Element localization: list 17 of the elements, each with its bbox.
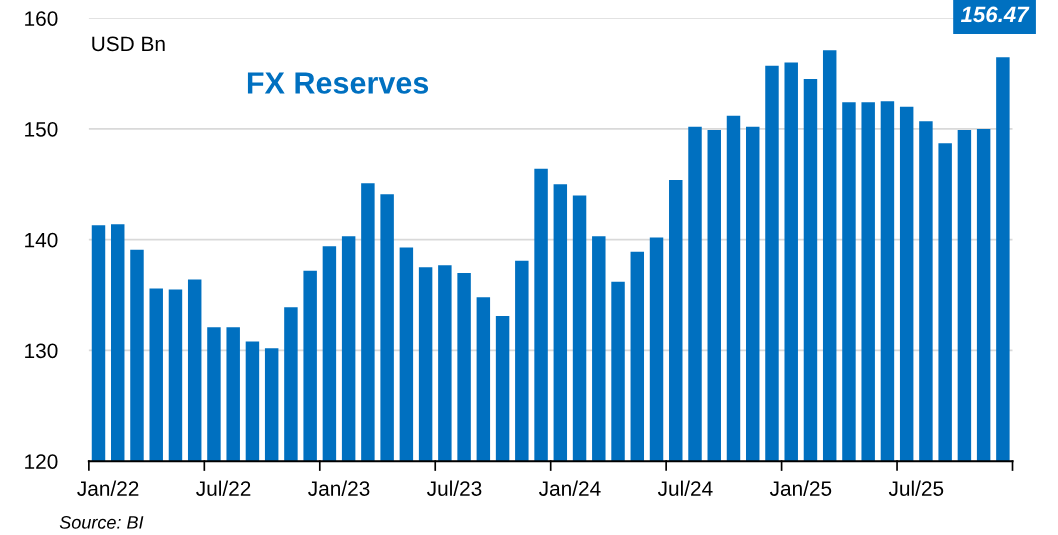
x-tick-label: Jul/24 <box>657 480 713 496</box>
x-tick-label: Jul/25 <box>888 480 944 496</box>
source-note: Source: BI <box>59 515 144 529</box>
x-tick-label: Jan/22 <box>77 480 139 496</box>
y-tick-label: 160 <box>25 11 58 26</box>
text: FX Reserves <box>247 72 429 94</box>
data-label: 156.47 <box>960 6 1030 23</box>
y-axis-title: USD Bn <box>92 36 165 52</box>
y-tick-label: 140 <box>25 232 58 248</box>
x-tick-label: Jan/23 <box>308 480 370 496</box>
x-tick-label: Jul/22 <box>196 480 251 496</box>
y-tick-label: 130 <box>25 343 58 359</box>
y-tick-label: 120 <box>25 454 58 469</box>
x-tick-label: Jan/25 <box>769 480 832 496</box>
x-tick-label: Jul/23 <box>427 480 482 496</box>
y-tick-label: 150 <box>25 121 58 137</box>
x-tick-label: Jan/24 <box>538 480 601 496</box>
